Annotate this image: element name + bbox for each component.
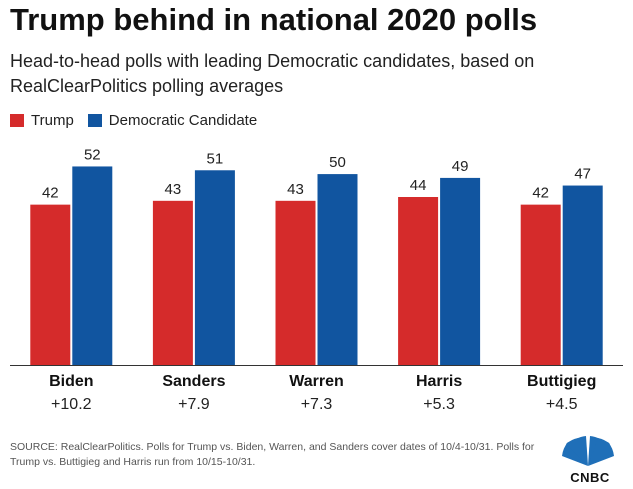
bar-trump-buttigieg — [520, 204, 561, 365]
legend-swatch-trump — [10, 114, 24, 127]
legend-item-trump: Trump — [10, 112, 74, 129]
margin-label-sanders: +7.9 — [178, 396, 210, 413]
data-label-trump-warren: 43 — [287, 181, 304, 198]
bar-democratic-warren — [317, 174, 358, 365]
bar-democratic-buttigieg — [562, 185, 603, 365]
data-label-trump-sanders: 43 — [165, 181, 182, 198]
data-label-democratic-sanders: 51 — [207, 150, 224, 167]
category-label-buttigieg: Buttigieg — [527, 373, 596, 390]
bar-democratic-harris — [440, 177, 481, 365]
margin-label-harris: +5.3 — [423, 396, 455, 413]
nbc-peacock-icon — [562, 436, 614, 466]
source-note: SOURCE: RealClearPolitics. Polls for Tru… — [10, 441, 535, 468]
bar-trump-warren — [275, 200, 316, 365]
bar-democratic-sanders — [194, 170, 235, 365]
category-label-harris: Harris — [416, 373, 462, 390]
bar-trump-biden — [30, 204, 71, 365]
category-label-biden: Biden — [49, 373, 93, 390]
margin-label-warren: +7.3 — [301, 396, 333, 413]
data-label-democratic-harris: 49 — [452, 158, 469, 175]
bar-trump-sanders — [152, 200, 193, 365]
category-label-warren: Warren — [289, 373, 344, 390]
category-label-sanders: Sanders — [162, 373, 225, 390]
legend-item-democratic: Democratic Candidate — [87, 112, 258, 129]
chart-title: Trump behind in national 2020 polls — [10, 2, 538, 37]
margin-label-buttigieg: +4.5 — [546, 396, 578, 413]
cnbc-logo-text: CNBC — [570, 470, 610, 485]
bar-democratic-biden — [72, 166, 113, 365]
legend-swatch-democratic — [87, 114, 102, 127]
chart-subtitle: Head-to-head polls with leading Democrat… — [10, 51, 535, 96]
margin-label-biden: +10.2 — [51, 396, 92, 413]
data-label-democratic-warren: 50 — [329, 154, 346, 171]
legend-label-democratic: Democratic Candidate — [108, 112, 258, 129]
data-label-democratic-buttigieg: 47 — [574, 166, 591, 183]
legend: Trump Democratic Candidate — [10, 112, 271, 129]
data-label-democratic-biden: 52 — [84, 146, 101, 163]
data-label-trump-harris: 44 — [410, 177, 427, 194]
data-label-trump-biden: 42 — [42, 185, 59, 202]
data-label-trump-buttigieg: 42 — [532, 185, 549, 202]
bar-trump-harris — [398, 197, 439, 365]
legend-label-trump: Trump — [31, 112, 74, 129]
